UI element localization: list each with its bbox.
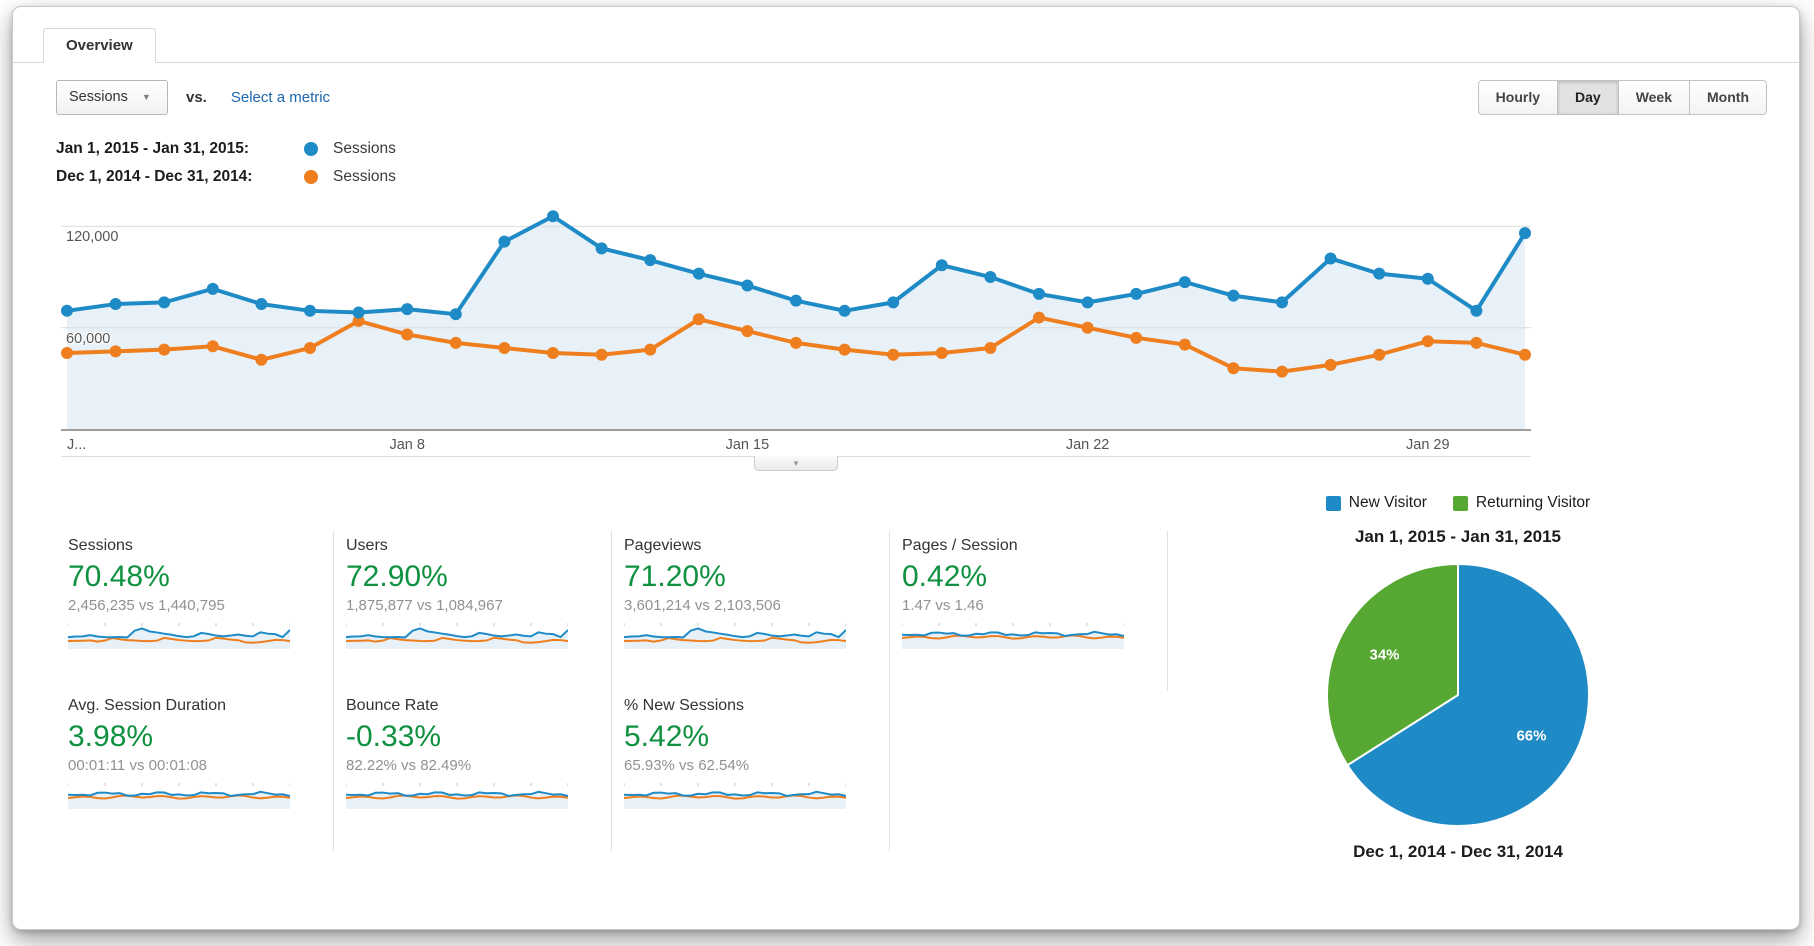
avg-session-duration-sparkline <box>68 783 290 809</box>
sessions-line-chart-canvas <box>61 210 1531 431</box>
metric-compare-values: 82.22% vs 82.49% <box>346 757 472 774</box>
users-sparkline <box>346 623 568 649</box>
metric-compare-values: 00:01:11 vs 00:01:08 <box>68 757 207 774</box>
legend-range-label: Jan 1, 2015 - Jan 31, 2015: <box>56 140 250 157</box>
x-axis-tick-label: Jan 8 <box>389 437 425 453</box>
blue-series-dot-icon <box>304 142 318 156</box>
metric-card-users[interactable]: Users 72.90% 1,875,877 vs 1,084,967 <box>334 531 612 691</box>
x-axis-labels: J... Jan 8 Jan 15 Jan 22 Jan 29 <box>61 437 1531 455</box>
granularity-button-group: Hourly Day Week Month <box>1477 79 1767 115</box>
analytics-overview-panel: Overview Sessions ▼ vs. Select a metric … <box>12 6 1800 930</box>
new-sessions-sparkline <box>624 783 846 809</box>
legend-range-label: Dec 1, 2014 - Dec 31, 2014: <box>56 168 253 185</box>
x-axis-tick-label: J... <box>67 437 87 453</box>
granularity-week-button[interactable]: Week <box>1618 79 1691 115</box>
tab-overview[interactable]: Overview <box>43 28 156 63</box>
y-axis-tick-label: 60,000 <box>66 330 111 347</box>
select-a-metric-link[interactable]: Select a metric <box>230 88 331 106</box>
returning-visitor-swatch-icon <box>1452 495 1468 511</box>
metric-label: Pages / Session <box>902 537 1018 554</box>
pie-footer-date-range: Dec 1, 2014 - Dec 31, 2014 <box>1353 842 1563 861</box>
new-visitor-swatch-icon <box>1325 495 1341 511</box>
metric-card-bounce-rate[interactable]: Bounce Rate -0.33% 82.22% vs 82.49% <box>334 691 612 851</box>
metrics-grid: Sessions 70.48% 2,456,235 vs 1,440,795 U… <box>56 531 1168 851</box>
metric-label: Users <box>346 537 388 554</box>
pie-legend-label: Returning Visitor <box>1475 494 1591 511</box>
pie-slice-percentage-label: 66% <box>1516 727 1546 744</box>
visitor-type-panel: New Visitor Returning Visitor Jan 1, 201… <box>1151 491 1765 862</box>
metric-compare-values: 65.93% vs 62.54% <box>624 757 750 774</box>
metric-card-new-sessions[interactable]: % New Sessions 5.42% 65.93% vs 62.54% <box>612 691 890 851</box>
metric-compare-values: 2,456,235 vs 1,440,795 <box>68 597 225 614</box>
series-legend: Jan 1, 2015 - Jan 31, 2015: Sessions Dec… <box>56 135 396 191</box>
granularity-day-button[interactable]: Day <box>1558 79 1619 115</box>
vs-label: vs. <box>186 88 207 106</box>
tabstrip-divider <box>13 62 1799 63</box>
pageviews-sparkline <box>624 623 846 649</box>
pie-legend-new-visitor: New Visitor <box>1325 494 1427 512</box>
pie-legend-label: New Visitor <box>1348 494 1427 511</box>
metric-label: Bounce Rate <box>346 697 439 714</box>
sessions-line-chart: 60,000 120,000 <box>61 196 1531 431</box>
metric-select-dropdown[interactable]: Sessions ▼ <box>56 79 168 115</box>
legend-row-current: Jan 1, 2015 - Jan 31, 2015: Sessions <box>56 135 396 163</box>
visitor-pie-chart: 66% 34% <box>1326 562 1590 827</box>
chevron-down-icon: ▼ <box>141 92 151 102</box>
metric-label: Pageviews <box>624 537 702 554</box>
legend-row-previous: Dec 1, 2014 - Dec 31, 2014: Sessions <box>56 163 396 191</box>
pages-per-session-sparkline <box>902 623 1124 649</box>
chart-collapse-handle[interactable]: ▼ <box>754 456 838 471</box>
chart-toolbar: Sessions ▼ vs. Select a metric Hourly Da… <box>56 79 1767 115</box>
metric-card-pages-per-session[interactable]: Pages / Session 0.42% 1.47 vs 1.46 <box>890 531 1168 691</box>
legend-metric-label: Sessions <box>333 140 396 157</box>
pie-legend-returning-visitor: Returning Visitor <box>1452 494 1591 512</box>
metric-change-value: 5.42% <box>624 720 710 753</box>
x-axis-tick-label: Jan 22 <box>1065 437 1110 453</box>
metric-change-value: 0.42% <box>902 560 988 593</box>
metric-label: Avg. Session Duration <box>68 697 227 714</box>
granularity-month-button[interactable]: Month <box>1690 79 1767 115</box>
sessions-sparkline <box>68 623 290 649</box>
metric-card-avg-session-duration[interactable]: Avg. Session Duration 3.98% 00:01:11 vs … <box>56 691 334 851</box>
metric-compare-values: 1.47 vs 1.46 <box>902 597 984 614</box>
chevron-down-icon: ▼ <box>792 458 800 468</box>
x-axis-tick-label: Jan 15 <box>725 437 770 453</box>
metric-label: % New Sessions <box>624 697 745 714</box>
tab-overview-label: Overview <box>66 37 133 54</box>
pie-title-date-range: Jan 1, 2015 - Jan 31, 2015 <box>1354 527 1562 546</box>
metric-label: Sessions <box>68 537 133 554</box>
pie-legend: New Visitor Returning Visitor <box>1151 491 1765 515</box>
pie-slice-percentage-label: 34% <box>1370 647 1400 664</box>
orange-series-dot-icon <box>304 170 318 184</box>
metric-change-value: 70.48% <box>68 560 170 593</box>
metric-compare-values: 3,601,214 vs 2,103,506 <box>624 597 781 614</box>
metric-compare-values: 1,875,877 vs 1,084,967 <box>346 597 503 614</box>
x-axis-tick-label: Jan 29 <box>1406 437 1450 453</box>
metric-change-value: 71.20% <box>624 560 726 593</box>
y-axis-tick-label: 120,000 <box>66 229 119 246</box>
metric-select-value: Sessions <box>69 89 128 105</box>
metric-card-pageviews[interactable]: Pageviews 71.20% 3,601,214 vs 2,103,506 <box>612 531 890 691</box>
metric-change-value: 3.98% <box>68 720 154 753</box>
legend-metric-label: Sessions <box>333 168 396 185</box>
bounce-rate-sparkline <box>346 783 568 809</box>
metric-change-value: -0.33% <box>346 720 442 753</box>
granularity-hourly-button[interactable]: Hourly <box>1477 79 1558 115</box>
metric-change-value: 72.90% <box>346 560 448 593</box>
metric-card-sessions[interactable]: Sessions 70.48% 2,456,235 vs 1,440,795 <box>56 531 334 691</box>
